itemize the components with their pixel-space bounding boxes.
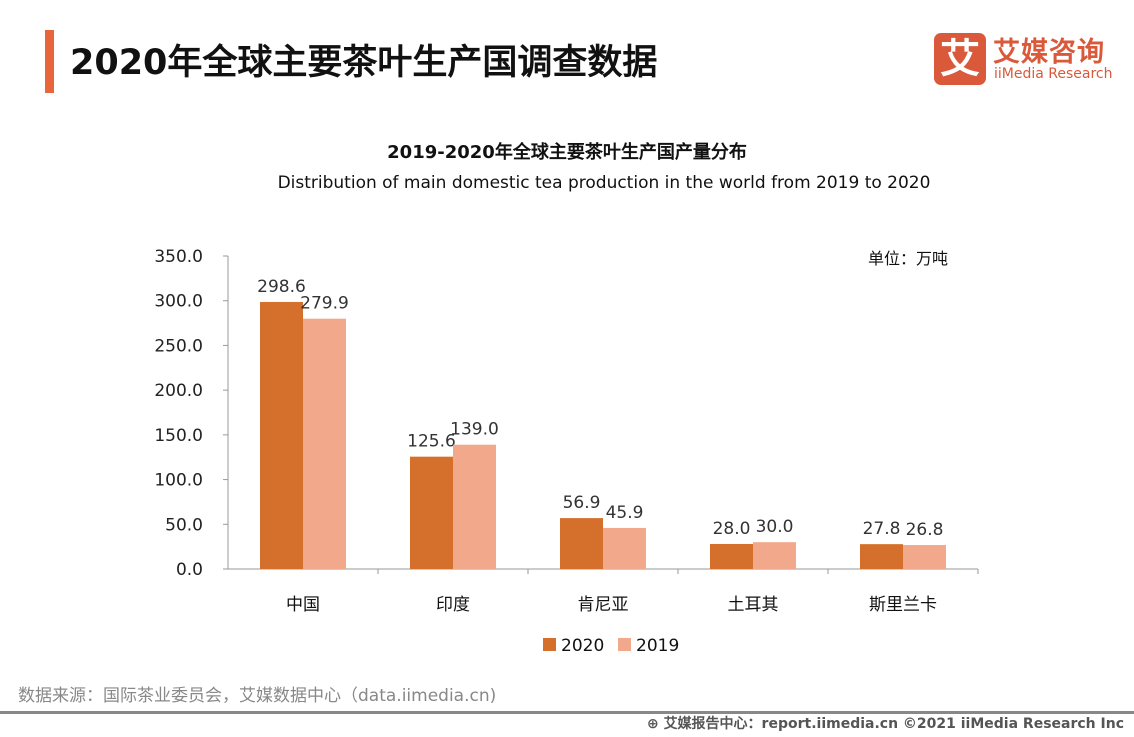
x-tick-label: 肯尼亚 — [578, 595, 629, 615]
logo-text-cn: 艾媒咨询 — [993, 37, 1105, 68]
y-tick-label: 50.0 — [165, 515, 203, 535]
page-title: 2020年全球主要茶叶生产国调查数据 — [70, 43, 658, 83]
data-label: 45.9 — [606, 503, 644, 523]
y-tick-label: 100.0 — [154, 471, 203, 491]
bar-2020 — [410, 456, 453, 569]
legend-label: 2019 — [636, 636, 679, 656]
iimedia-logo-icon: 艾 — [934, 33, 986, 85]
data-label: 139.0 — [450, 420, 499, 440]
title-accent-bar — [45, 30, 54, 93]
chart-subtitle: Distribution of main domestic tea produc… — [277, 173, 931, 193]
chart-title: 2019-2020年全球主要茶叶生产国产量分布 — [387, 142, 747, 163]
y-tick-label: 150.0 — [154, 426, 203, 446]
data-label: 27.8 — [863, 519, 901, 539]
data-label: 298.6 — [257, 277, 306, 297]
data-label: 125.6 — [407, 432, 456, 452]
y-tick-label: 350.0 — [154, 247, 203, 267]
legend-swatch — [618, 638, 631, 651]
footer-credit: ⊕ 艾媒报告中心：report.iimedia.cn ©2021 iiMedia… — [647, 713, 1124, 733]
x-tick-label: 土耳其 — [728, 595, 779, 615]
x-tick-label: 中国 — [286, 595, 320, 615]
y-tick-label: 300.0 — [154, 292, 203, 312]
bar-2019 — [453, 444, 496, 569]
logo-text-en: iiMedia Research — [994, 66, 1113, 82]
data-label: 28.0 — [713, 519, 751, 539]
footer-credit-text: 艾媒报告中心：report.iimedia.cn ©2021 iiMedia R… — [663, 716, 1124, 732]
legend-label: 2020 — [561, 636, 604, 656]
y-tick-label: 200.0 — [154, 381, 203, 401]
legend-swatch — [543, 638, 556, 651]
unit-label: 单位：万吨 — [868, 249, 949, 268]
x-tick-label: 斯里兰卡 — [869, 595, 937, 615]
bar-2019 — [903, 545, 946, 569]
data-label: 30.0 — [756, 517, 794, 537]
data-source: 数据来源：国际茶业委员会，艾媒数据中心（data.iimedia.cn) — [18, 686, 497, 706]
data-label: 279.9 — [300, 294, 349, 314]
y-tick-label: 0.0 — [176, 560, 203, 580]
footer-divider — [0, 711, 1134, 714]
bar-2019 — [603, 527, 646, 569]
bar-2020 — [860, 544, 903, 569]
data-label: 26.8 — [906, 520, 944, 540]
bar-2020 — [260, 301, 303, 569]
y-tick-label: 250.0 — [154, 336, 203, 356]
bar-2020 — [710, 543, 753, 569]
data-label: 56.9 — [563, 493, 601, 513]
x-tick-label: 印度 — [436, 595, 470, 615]
globe-icon: ⊕ — [646, 716, 664, 732]
bar-2020 — [560, 518, 603, 569]
bar-2019 — [303, 318, 346, 569]
bar-2019 — [753, 542, 796, 569]
